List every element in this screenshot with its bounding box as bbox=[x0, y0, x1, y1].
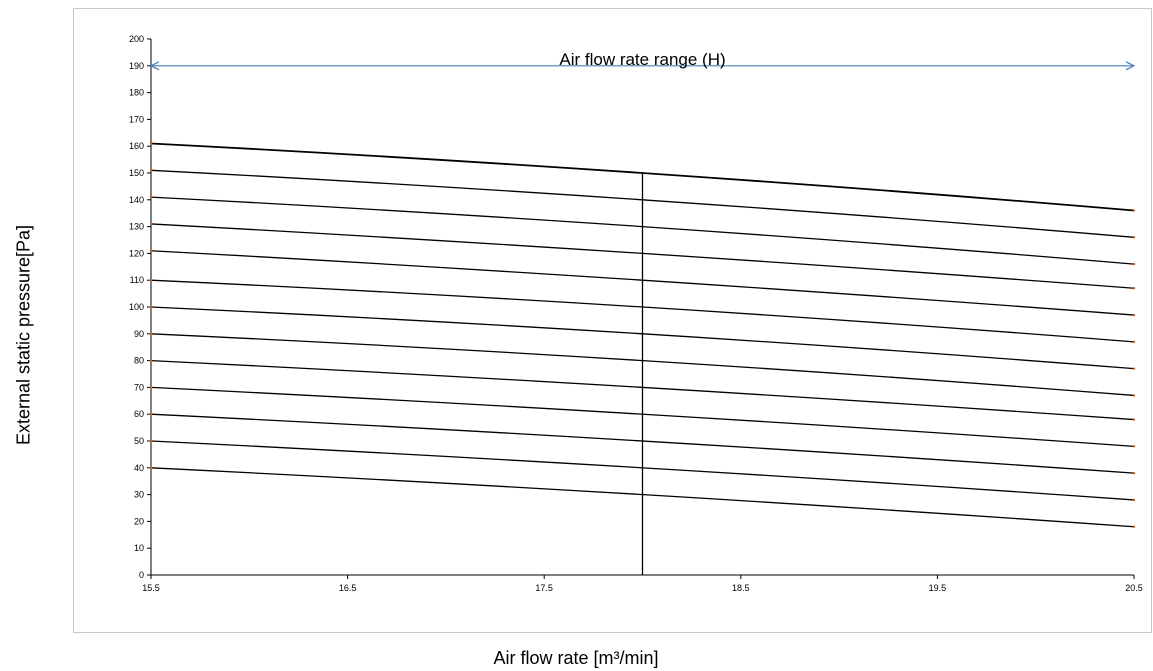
y-tick-label: 120 bbox=[129, 248, 144, 258]
y-tick-label: 0 bbox=[139, 570, 144, 580]
curve-start-marker bbox=[149, 249, 153, 252]
chart-frame bbox=[73, 8, 1152, 633]
curve-end-marker bbox=[1132, 313, 1136, 317]
y-tick-label: 40 bbox=[134, 463, 144, 473]
curve-start-marker bbox=[149, 169, 153, 172]
x-tick-label: 19.5 bbox=[929, 583, 947, 593]
curve-end-marker bbox=[1132, 367, 1136, 370]
curve-end-marker bbox=[1132, 236, 1136, 239]
curve-end-marker bbox=[1132, 418, 1136, 421]
y-tick-label: 160 bbox=[129, 141, 144, 151]
y-tick-label: 200 bbox=[129, 34, 144, 44]
x-tick-label: 15.5 bbox=[142, 583, 160, 593]
y-tick-label: 130 bbox=[129, 222, 144, 232]
x-axis-label: Air flow rate [m³/min] bbox=[493, 648, 659, 668]
curve-start-marker bbox=[149, 195, 153, 199]
curve-end-marker bbox=[1132, 287, 1136, 290]
y-tick-label: 180 bbox=[129, 88, 144, 98]
y-tick-label: 90 bbox=[134, 329, 144, 339]
x-tick-label: 18.5 bbox=[732, 583, 750, 593]
curve-start-marker bbox=[149, 439, 153, 443]
y-tick-label: 60 bbox=[134, 409, 144, 419]
curve-start-marker bbox=[149, 279, 153, 282]
curve-end-marker bbox=[1132, 340, 1136, 344]
y-tick-label: 30 bbox=[134, 490, 144, 500]
y-tick-label: 170 bbox=[129, 114, 144, 124]
curve-start-marker bbox=[149, 359, 153, 362]
curve-start-marker bbox=[149, 413, 153, 416]
curve-start-marker bbox=[149, 142, 153, 145]
curve-end-marker bbox=[1132, 525, 1136, 528]
x-tick-label: 17.5 bbox=[535, 583, 553, 593]
curve-end-marker bbox=[1132, 394, 1136, 397]
range-arrow-right-head bbox=[1125, 61, 1136, 71]
y-tick-label: 190 bbox=[129, 61, 144, 71]
y-tick-label: 80 bbox=[134, 356, 144, 366]
x-tick-label: 20.5 bbox=[1125, 583, 1143, 593]
range-arrow-label: Air flow rate range (H) bbox=[559, 50, 725, 69]
curve-start-marker bbox=[149, 222, 153, 226]
y-tick-label: 100 bbox=[129, 302, 144, 312]
y-tick-label: 70 bbox=[134, 382, 144, 392]
x-tick-label: 16.5 bbox=[339, 583, 357, 593]
range-arrow-left-head bbox=[149, 61, 160, 71]
y-tick-label: 110 bbox=[130, 275, 144, 285]
y-tick-label: 10 bbox=[134, 543, 144, 553]
y-axis-label: External static pressure[Pa] bbox=[13, 224, 34, 446]
curve-end-marker bbox=[1132, 445, 1136, 448]
curve-end-marker bbox=[1132, 498, 1136, 502]
y-tick-label: 20 bbox=[134, 516, 144, 526]
curve-start-marker bbox=[149, 332, 153, 335]
curve-start-marker bbox=[149, 386, 153, 389]
curve-end-marker bbox=[1132, 209, 1136, 212]
curve-start-marker bbox=[149, 305, 153, 309]
y-tick-label: 140 bbox=[129, 195, 144, 205]
y-tick-label: 50 bbox=[134, 436, 144, 446]
y-tick-label: 150 bbox=[129, 168, 144, 178]
curve-start-marker bbox=[149, 466, 153, 469]
curve-end-marker bbox=[1132, 262, 1136, 266]
curve-end-marker bbox=[1132, 471, 1136, 475]
